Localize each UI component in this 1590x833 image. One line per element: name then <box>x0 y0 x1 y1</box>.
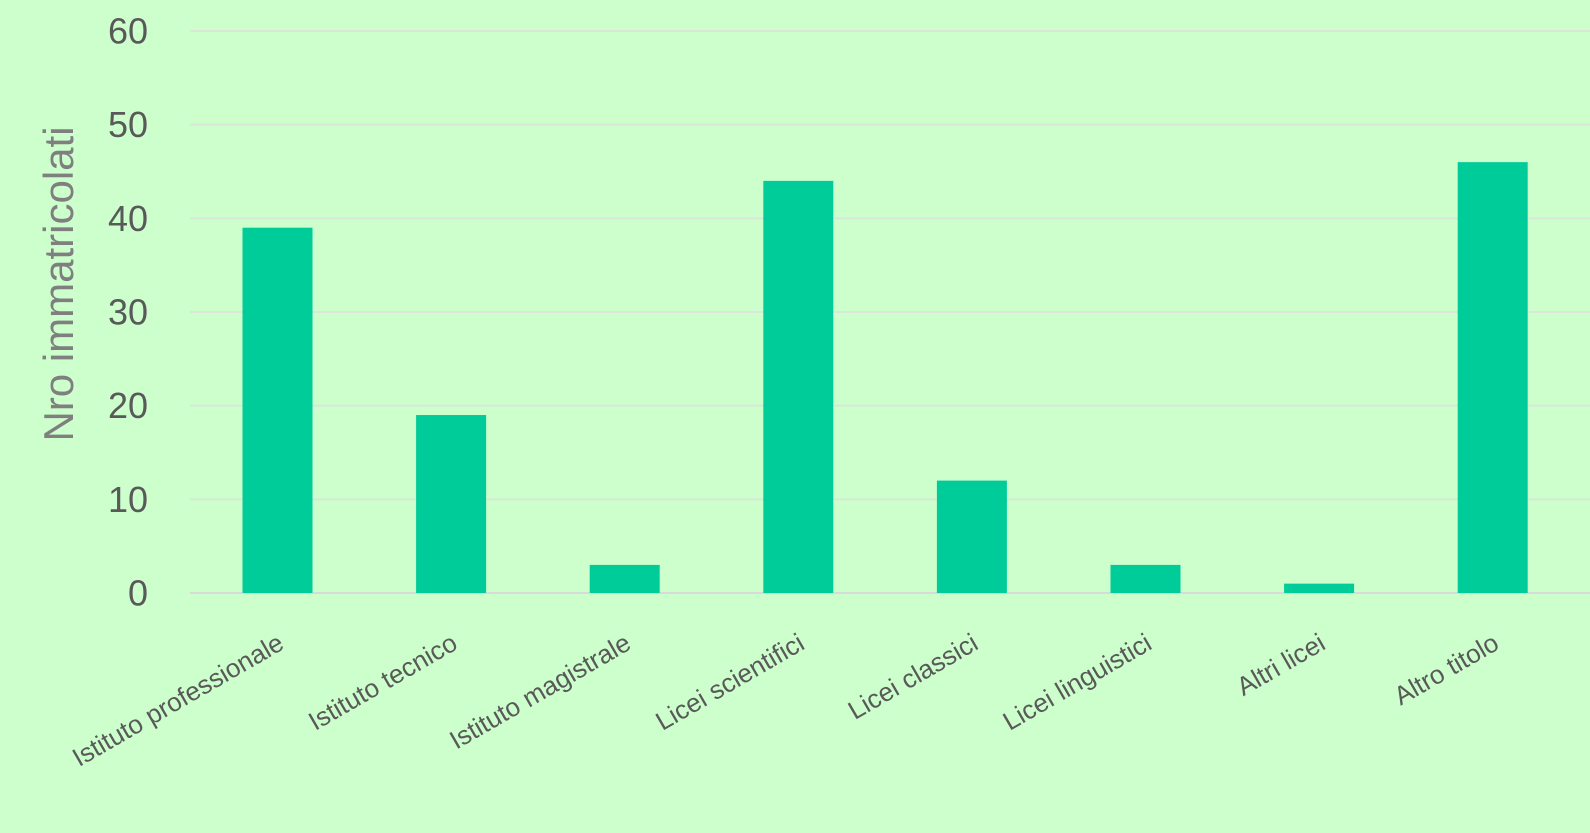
bar <box>416 415 487 593</box>
bar <box>936 480 1007 593</box>
y-tick-label: 30 <box>108 292 148 333</box>
y-axis-title: Nro immatricolati <box>35 126 82 441</box>
x-category-label: Licei classici <box>843 627 983 725</box>
x-category-label: Istituto professionale <box>67 627 289 772</box>
bar <box>589 564 660 593</box>
y-tick-label: 40 <box>108 198 148 239</box>
bar <box>242 227 313 593</box>
x-category-label: Istituto magistrale <box>444 627 635 755</box>
x-category-label: Altro titolo <box>1389 627 1504 711</box>
bar <box>763 180 834 593</box>
bar <box>1457 162 1528 593</box>
y-tick-label: 10 <box>108 479 148 520</box>
y-tick-label: 60 <box>108 11 148 52</box>
gridlines <box>190 30 1590 594</box>
x-category-label: Altri licei <box>1231 627 1330 701</box>
x-category-label: Istituto tecnico <box>303 627 462 736</box>
bar <box>1110 564 1181 593</box>
x-category-label: Licei linguistici <box>998 627 1157 736</box>
bar <box>1284 583 1355 593</box>
bars <box>242 162 1528 593</box>
y-axis-ticks: 0 10 20 30 40 50 60 <box>108 11 148 614</box>
x-category-label: Licei scientifici <box>650 627 809 736</box>
y-tick-label: 20 <box>108 385 148 426</box>
x-axis-labels: Istituto professionale Istituto tecnicoIs… <box>67 627 1504 772</box>
y-tick-label: 50 <box>108 104 148 145</box>
y-tick-label: 0 <box>128 573 148 614</box>
